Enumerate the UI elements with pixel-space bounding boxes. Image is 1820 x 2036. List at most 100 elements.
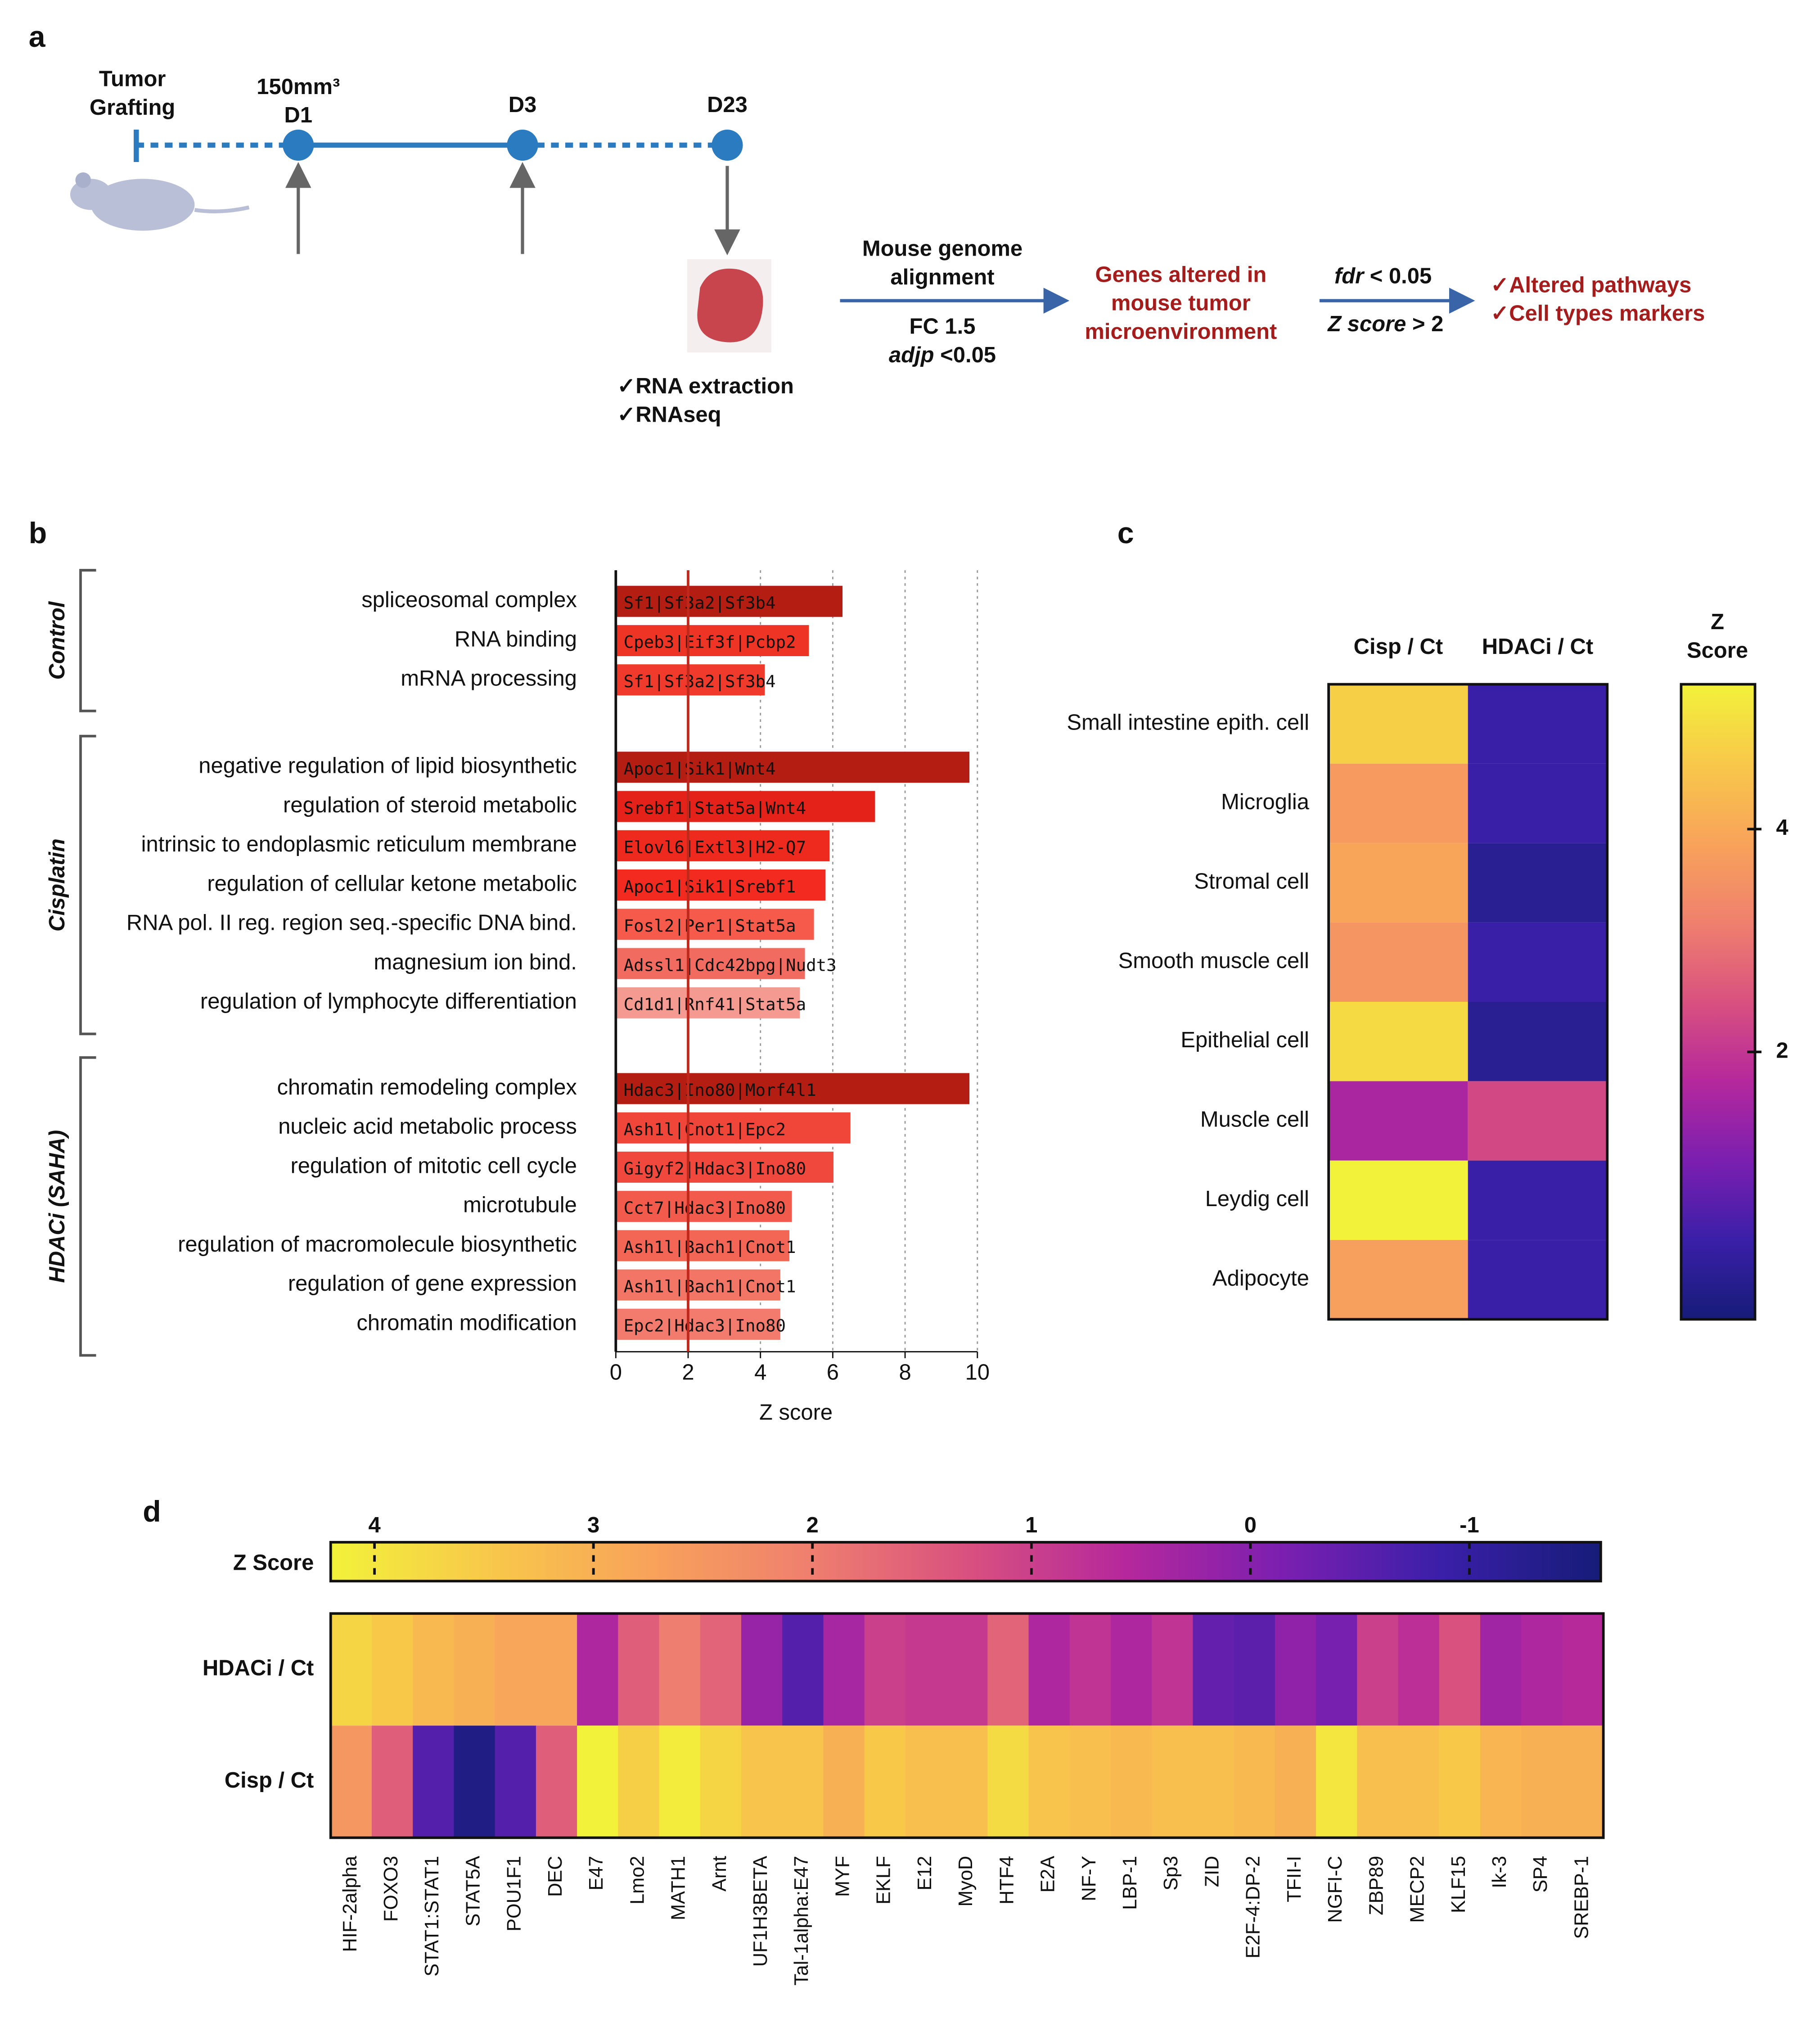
heatmap-cell	[1110, 1613, 1153, 1726]
column-label: SREBP-1	[1571, 1856, 1592, 1939]
bar	[616, 752, 970, 783]
heatmap-cell	[1316, 1613, 1358, 1726]
column-label: E2F-4:DP-2	[1243, 1856, 1264, 1959]
heatmap-cell	[987, 1613, 1029, 1726]
label: D3	[509, 93, 537, 117]
heatmap-cell	[536, 1725, 577, 1838]
bar	[616, 664, 765, 696]
timepoint	[507, 129, 538, 161]
heatmap-cell	[413, 1725, 455, 1838]
category-label: chromatin remodeling complex	[277, 1075, 577, 1099]
heatmap-cell	[577, 1725, 619, 1838]
column-label: EKLF	[873, 1856, 895, 1905]
bar	[616, 1230, 789, 1261]
heatmap-cell	[1468, 1160, 1608, 1240]
category-label: microtubule	[463, 1193, 577, 1217]
panel-label: b	[29, 517, 47, 550]
heatmap-cell	[1152, 1725, 1194, 1838]
category-label: regulation of mitotic cell cycle	[290, 1153, 577, 1178]
heatmap-cell	[782, 1613, 824, 1726]
heatmap-cell	[1439, 1613, 1481, 1726]
column-label: Cisp / Ct	[1354, 635, 1443, 659]
label: adjp	[889, 343, 934, 367]
heatmap-cell	[1480, 1725, 1522, 1838]
label: < 0.05	[1364, 264, 1432, 288]
heatmap-cell	[1316, 1725, 1358, 1838]
panel-label: c	[1117, 517, 1134, 550]
heatmap-cell	[1562, 1613, 1604, 1726]
x-tick-label: 2	[682, 1360, 694, 1384]
heatmap-cell	[1028, 1725, 1070, 1838]
heatmap-cell	[1521, 1613, 1563, 1726]
group-bracket	[79, 569, 96, 712]
category-label: regulation of cellular ketone metabolic	[207, 871, 577, 896]
category-label: negative regulation of lipid biosyntheti…	[198, 754, 577, 778]
colorbar-tick-label: -1	[1460, 1513, 1479, 1537]
column-label: STAT1:STAT1	[421, 1856, 443, 1977]
colorbar	[329, 1541, 1602, 1583]
heatmap-cell	[1329, 1081, 1468, 1161]
bar	[616, 1151, 833, 1183]
column-label: POU1F1	[504, 1856, 525, 1932]
row-label: Leydig cell	[1205, 1187, 1309, 1211]
heatmap-cell	[1357, 1725, 1399, 1838]
label: ✓RNA extraction	[617, 374, 794, 398]
column-label: LBP-1	[1119, 1856, 1141, 1910]
heatmap-cell	[371, 1613, 414, 1726]
heatmap-cell	[1439, 1725, 1481, 1838]
category-label: mRNA processing	[401, 667, 577, 691]
label: mouse tumor	[1111, 291, 1251, 315]
colorbar-tick-label: 3	[587, 1513, 599, 1537]
column-label: MyoD	[955, 1856, 977, 1907]
category-label: regulation of macromolecule biosynthetic	[178, 1232, 577, 1257]
bar-label: Gigyf2|Hdac3|Ino80	[624, 1159, 806, 1179]
bar	[616, 1269, 780, 1301]
bar	[616, 586, 843, 617]
heatmap-cell	[1398, 1725, 1440, 1838]
bar	[616, 987, 800, 1018]
group-label: Control	[45, 601, 69, 680]
label: ✓Cell types markers	[1491, 302, 1705, 326]
heatmap-cell	[864, 1725, 906, 1838]
category-label: RNA pol. II reg. region seq.-specific DN…	[126, 911, 577, 935]
panel-a: a Tumor Grafting 150mm³ D1 D3 D23 ✓RNA e…	[29, 20, 1705, 427]
colorbar-tick-label: 2	[806, 1513, 819, 1537]
label: fdr < 0.05	[1334, 264, 1432, 288]
column-label: Ik-3	[1489, 1856, 1510, 1888]
heatmap-cell	[1110, 1725, 1153, 1838]
row-label: Stromal cell	[1194, 869, 1309, 893]
bar-label: Cct7|Hdac3|Ino80	[624, 1198, 786, 1218]
category-label: chromatin modification	[356, 1311, 577, 1335]
x-axis-title: Z score	[759, 1401, 833, 1425]
bar	[616, 1112, 851, 1144]
label: Mouse genome	[862, 237, 1023, 261]
heatmap-cell	[1329, 763, 1468, 843]
group-label: Cisplatin	[45, 838, 69, 932]
category-label: RNA binding	[455, 627, 577, 651]
heatmap-cell	[1521, 1725, 1563, 1838]
heatmap-cell	[1275, 1725, 1316, 1838]
column-label: HTF4	[996, 1856, 1018, 1905]
heatmap-cell	[823, 1725, 865, 1838]
heatmap-cell	[1329, 922, 1468, 1002]
bar-label: Ash1l|Bach1|Cnot1	[624, 1276, 796, 1296]
category-label: regulation of steroid metabolic	[283, 793, 577, 817]
label: alignment	[890, 265, 994, 289]
label: ✓RNAseq	[617, 402, 721, 427]
heatmap-cell	[1398, 1613, 1440, 1726]
column-label: DEC	[545, 1856, 566, 1897]
heatmap-cell	[741, 1725, 783, 1838]
heatmap-cell	[1329, 843, 1468, 923]
bar-label: Ash1l|Cnot1|Epc2	[624, 1119, 786, 1139]
bar	[616, 909, 814, 940]
column-label: TFII-I	[1284, 1856, 1305, 1902]
row-label: Smooth muscle cell	[1118, 949, 1309, 973]
colorbar	[1680, 683, 1757, 1321]
bar-label: Ash1l|Bach1|Cnot1	[624, 1237, 796, 1257]
category-label: spliceosomal complex	[361, 588, 577, 612]
x-tick-label: 8	[899, 1360, 911, 1384]
column-label: NGFI-C	[1324, 1856, 1346, 1923]
category-label: intrinsic to endoplasmic reticulum membr…	[141, 832, 577, 856]
heatmap-cell	[782, 1725, 824, 1838]
heatmap-cell	[1357, 1613, 1399, 1726]
